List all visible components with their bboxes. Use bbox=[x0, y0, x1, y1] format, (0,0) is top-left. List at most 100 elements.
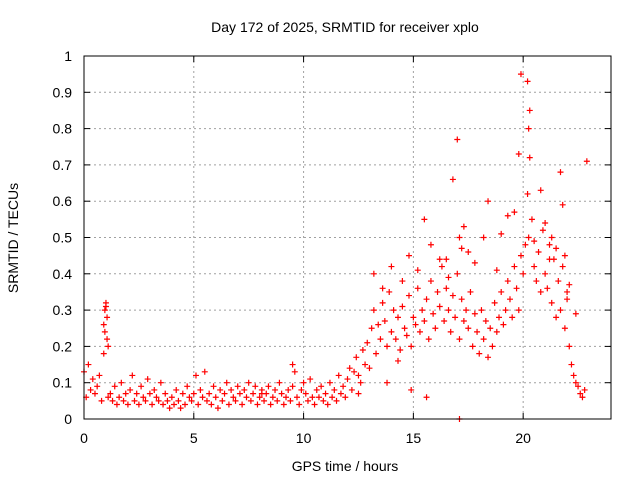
data-point bbox=[525, 234, 532, 241]
data-point bbox=[157, 379, 164, 386]
data-point bbox=[221, 390, 228, 397]
data-point bbox=[98, 397, 105, 404]
plot-frame bbox=[83, 55, 612, 420]
data-point bbox=[384, 379, 391, 386]
y-tick-label: 0.9 bbox=[53, 84, 73, 100]
data-point bbox=[252, 383, 259, 390]
data-point bbox=[232, 397, 239, 404]
data-point bbox=[96, 372, 103, 379]
y-tick-label: 0.5 bbox=[53, 230, 73, 246]
data-point bbox=[509, 314, 516, 321]
data-point bbox=[300, 379, 307, 386]
data-point bbox=[511, 263, 518, 270]
data-point bbox=[575, 383, 582, 390]
data-point bbox=[379, 285, 386, 292]
y-axis-label: SRMTID / TECUs bbox=[5, 183, 21, 293]
data-point bbox=[122, 390, 129, 397]
data-point bbox=[133, 390, 140, 397]
data-point bbox=[542, 219, 549, 226]
data-point bbox=[546, 241, 553, 248]
data-point bbox=[528, 216, 535, 223]
data-point bbox=[449, 292, 456, 299]
data-point bbox=[559, 263, 566, 270]
data-point bbox=[293, 394, 300, 401]
data-point bbox=[206, 390, 213, 397]
data-point bbox=[487, 325, 494, 332]
data-point bbox=[153, 394, 160, 401]
data-point bbox=[212, 394, 219, 401]
data-point bbox=[247, 397, 254, 404]
data-point bbox=[124, 401, 131, 408]
data-point bbox=[395, 314, 402, 321]
data-point bbox=[243, 394, 250, 401]
data-point bbox=[555, 278, 562, 285]
data-point bbox=[100, 350, 107, 357]
data-point bbox=[454, 270, 461, 277]
data-point bbox=[498, 288, 505, 295]
data-point bbox=[272, 386, 279, 393]
y-tick-labels: 0 0.1 0.2 0.3 0.4 0.5 0.6 0.7 0.8 0.9 1 bbox=[53, 48, 73, 427]
data-point bbox=[160, 401, 167, 408]
data-point bbox=[405, 252, 412, 259]
data-point bbox=[506, 296, 513, 303]
data-point bbox=[113, 401, 120, 408]
data-point bbox=[118, 379, 125, 386]
data-point bbox=[399, 278, 406, 285]
data-point bbox=[504, 212, 511, 219]
data-point bbox=[493, 328, 500, 335]
data-point bbox=[261, 397, 268, 404]
data-point bbox=[296, 401, 303, 408]
data-point bbox=[359, 347, 366, 354]
data-point bbox=[478, 307, 485, 314]
data-point bbox=[511, 209, 518, 216]
data-point bbox=[276, 379, 283, 386]
data-point bbox=[403, 332, 410, 339]
data-point bbox=[373, 350, 380, 357]
data-point bbox=[241, 386, 248, 393]
data-point bbox=[149, 401, 156, 408]
data-point bbox=[197, 386, 204, 393]
data-point bbox=[203, 397, 210, 404]
data-point bbox=[217, 386, 224, 393]
data-point bbox=[375, 321, 382, 328]
data-point bbox=[333, 397, 340, 404]
data-point bbox=[116, 394, 123, 401]
data-point bbox=[408, 386, 415, 393]
data-point bbox=[146, 390, 153, 397]
data-point bbox=[245, 379, 252, 386]
data-point bbox=[471, 310, 478, 317]
data-point bbox=[559, 201, 566, 208]
data-point bbox=[335, 372, 342, 379]
data-point bbox=[230, 394, 237, 401]
data-point bbox=[458, 296, 465, 303]
data-point bbox=[362, 361, 369, 368]
data-point bbox=[258, 390, 265, 397]
data-point bbox=[432, 325, 439, 332]
data-point bbox=[493, 267, 500, 274]
data-point bbox=[408, 343, 415, 350]
data-point bbox=[190, 390, 197, 397]
data-point bbox=[485, 198, 492, 205]
data-point bbox=[456, 234, 463, 241]
chart-title: Day 172 of 2025, SRMTID for receiver xpl… bbox=[211, 19, 479, 35]
data-point bbox=[368, 325, 375, 332]
data-point bbox=[355, 390, 362, 397]
data-point bbox=[283, 394, 290, 401]
data-point bbox=[182, 401, 189, 408]
data-point bbox=[456, 336, 463, 343]
data-point bbox=[219, 397, 226, 404]
data-point bbox=[344, 376, 351, 383]
data-point bbox=[302, 390, 309, 397]
data-point bbox=[320, 397, 327, 404]
data-point bbox=[517, 252, 524, 259]
data-point bbox=[223, 379, 230, 386]
y-tick-label: 0.2 bbox=[53, 338, 73, 354]
data-point bbox=[581, 386, 588, 393]
data-point bbox=[370, 307, 377, 314]
data-point bbox=[447, 328, 454, 335]
data-point bbox=[366, 365, 373, 372]
data-point bbox=[342, 394, 349, 401]
data-point bbox=[311, 401, 318, 408]
y-tick-label: 0.3 bbox=[53, 302, 73, 318]
